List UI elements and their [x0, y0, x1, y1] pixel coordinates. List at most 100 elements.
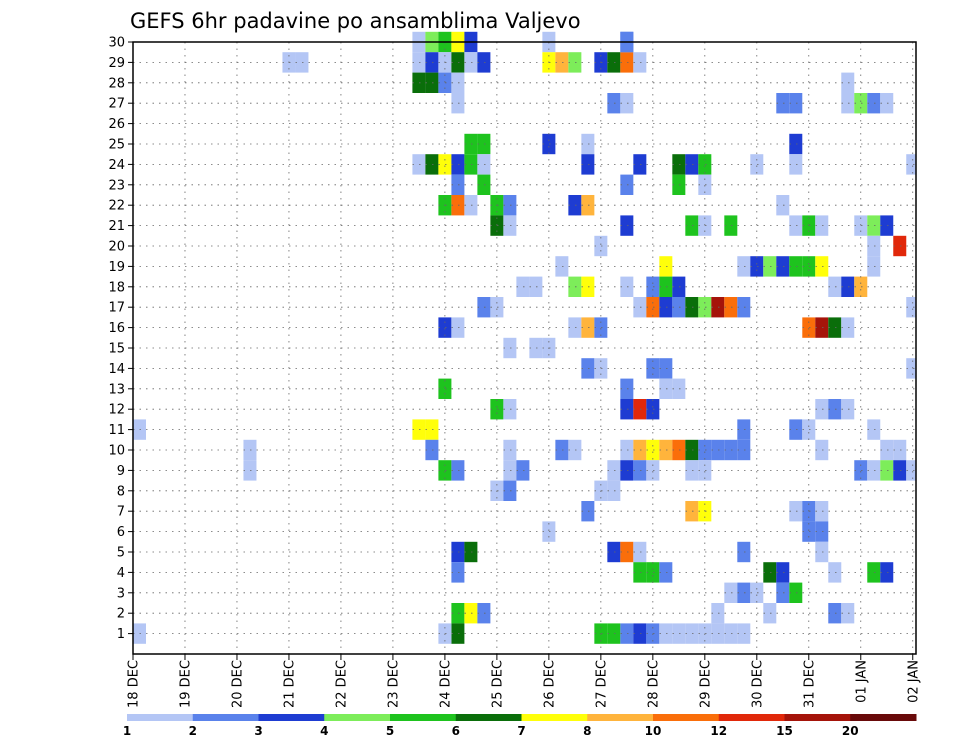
colorbar-label: 1: [123, 724, 131, 738]
heatmap-cell: [503, 439, 517, 461]
y-tick-label: 11: [108, 423, 125, 438]
heatmap-cell: [815, 399, 829, 420]
heatmap-cell: [789, 93, 803, 114]
colorbar-swatch: [258, 714, 325, 721]
x-tick-label: 18 DEC: [127, 660, 142, 708]
heatmap-cell: [776, 93, 790, 114]
heatmap-cell: [620, 276, 634, 297]
heatmap-cell: [620, 399, 634, 420]
x-tick-label: 23 DEC: [386, 660, 401, 708]
heatmap-cell: [503, 337, 517, 359]
x-tick-label: 02 JAN: [906, 660, 921, 703]
heatmap-cell: [841, 93, 855, 114]
x-tick-label: 01 JAN: [854, 660, 869, 703]
colorbar-swatch: [324, 714, 391, 721]
heatmap-cell: [581, 501, 595, 522]
heatmap-cell: [633, 541, 647, 563]
heatmap-cell: [750, 154, 764, 175]
heatmap-cell: [698, 215, 712, 236]
chart-title: GEFS 6hr padavine po ansamblima Valjevo: [130, 9, 581, 33]
heatmap-cell: [581, 317, 595, 338]
heatmap-cell: [607, 52, 621, 73]
x-tick-label: 26 DEC: [542, 660, 557, 708]
heatmap-cell: [464, 154, 478, 175]
y-tick-label: 6: [117, 525, 125, 540]
heatmap-cell: [438, 72, 452, 93]
heatmap-cell: [633, 52, 647, 73]
y-tick-label: 21: [108, 219, 125, 234]
heatmap-cell: [633, 562, 647, 583]
heatmap-cell: [841, 603, 855, 624]
x-tick-label: 21 DEC: [282, 660, 297, 708]
heatmap-cell: [802, 256, 816, 277]
heatmap-cell: [555, 52, 569, 73]
heatmap-cell: [711, 297, 725, 318]
heatmap-cell: [893, 235, 907, 257]
heatmap-cell: [737, 582, 751, 603]
heatmap-cell: [698, 439, 712, 461]
heatmap-cell: [737, 623, 751, 644]
heatmap-cell: [685, 439, 699, 461]
heatmap-cell: [451, 317, 465, 338]
heatmap-cell: [802, 419, 816, 440]
heatmap-cell: [724, 297, 738, 318]
heatmap-cell: [568, 52, 582, 73]
x-tick-label: 29 DEC: [698, 660, 713, 708]
heatmap-cell: [607, 460, 621, 481]
heatmap-cell: [529, 276, 543, 297]
heatmap-cell: [620, 215, 634, 236]
heatmap-cell: [659, 378, 673, 399]
x-tick-label: 30 DEC: [750, 660, 765, 708]
heatmap-cell: [581, 154, 595, 175]
colorbar-label: 8: [583, 724, 591, 738]
heatmap-cell: [854, 93, 868, 114]
heatmap-cell: [607, 93, 621, 114]
heatmap-cell: [880, 460, 894, 481]
heatmap-cell: [789, 215, 803, 236]
heatmap-cell: [854, 276, 868, 297]
heatmap-cell: [802, 317, 816, 338]
heatmap-cell: [880, 215, 894, 236]
heatmap-cell: [724, 582, 738, 603]
heatmap-cell: [893, 439, 907, 461]
heatmap-cell: [451, 93, 465, 114]
y-tick-label: 20: [108, 240, 125, 255]
heatmap-cell: [607, 480, 621, 501]
x-axis: 18 DEC 19 DEC 20 DEC 21 DEC 22 DEC 23 DEC 24 D…: [127, 654, 921, 708]
y-tick-label: 12: [108, 403, 125, 418]
heatmap-cell: [815, 541, 829, 563]
heatmap-cell: [490, 215, 504, 236]
heatmap-cell: [711, 603, 725, 624]
y-tick-label: 29: [108, 56, 125, 71]
heatmap-cell: [776, 195, 790, 216]
heatmap-cell: [581, 133, 595, 155]
x-tick-label: 20 DEC: [230, 660, 245, 708]
heatmap-cell: [867, 93, 881, 114]
colorbar-label: 6: [452, 724, 460, 738]
x-tick-label: 31 DEC: [802, 660, 817, 708]
heatmap-cell: [490, 297, 504, 318]
heatmap-cell: [425, 154, 439, 175]
heatmap-cell: [503, 460, 517, 481]
heatmap-cell: [568, 276, 582, 297]
heatmap-cell: [607, 623, 621, 644]
heatmap-cell: [828, 399, 842, 420]
colorbar-label: 12: [710, 724, 727, 738]
heatmap-cell: [516, 276, 530, 297]
heatmap-cell: [867, 562, 881, 583]
heatmap-cell: [477, 603, 491, 624]
y-tick-label: 9: [117, 464, 125, 479]
heatmap-cell: [815, 317, 829, 338]
y-tick-label: 23: [108, 178, 125, 193]
heatmap-cell: [412, 154, 426, 175]
heatmap-cell: [659, 256, 673, 277]
heatmap-cell: [724, 215, 738, 236]
heatmap-cell: [451, 154, 465, 175]
heatmap-cell: [620, 541, 634, 563]
y-tick-label: 13: [108, 382, 125, 397]
x-tick-label: 22 DEC: [334, 660, 349, 708]
colorbar-label: 7: [517, 724, 525, 738]
heatmap-cell: [763, 603, 777, 624]
heatmap-cell: [607, 541, 621, 563]
